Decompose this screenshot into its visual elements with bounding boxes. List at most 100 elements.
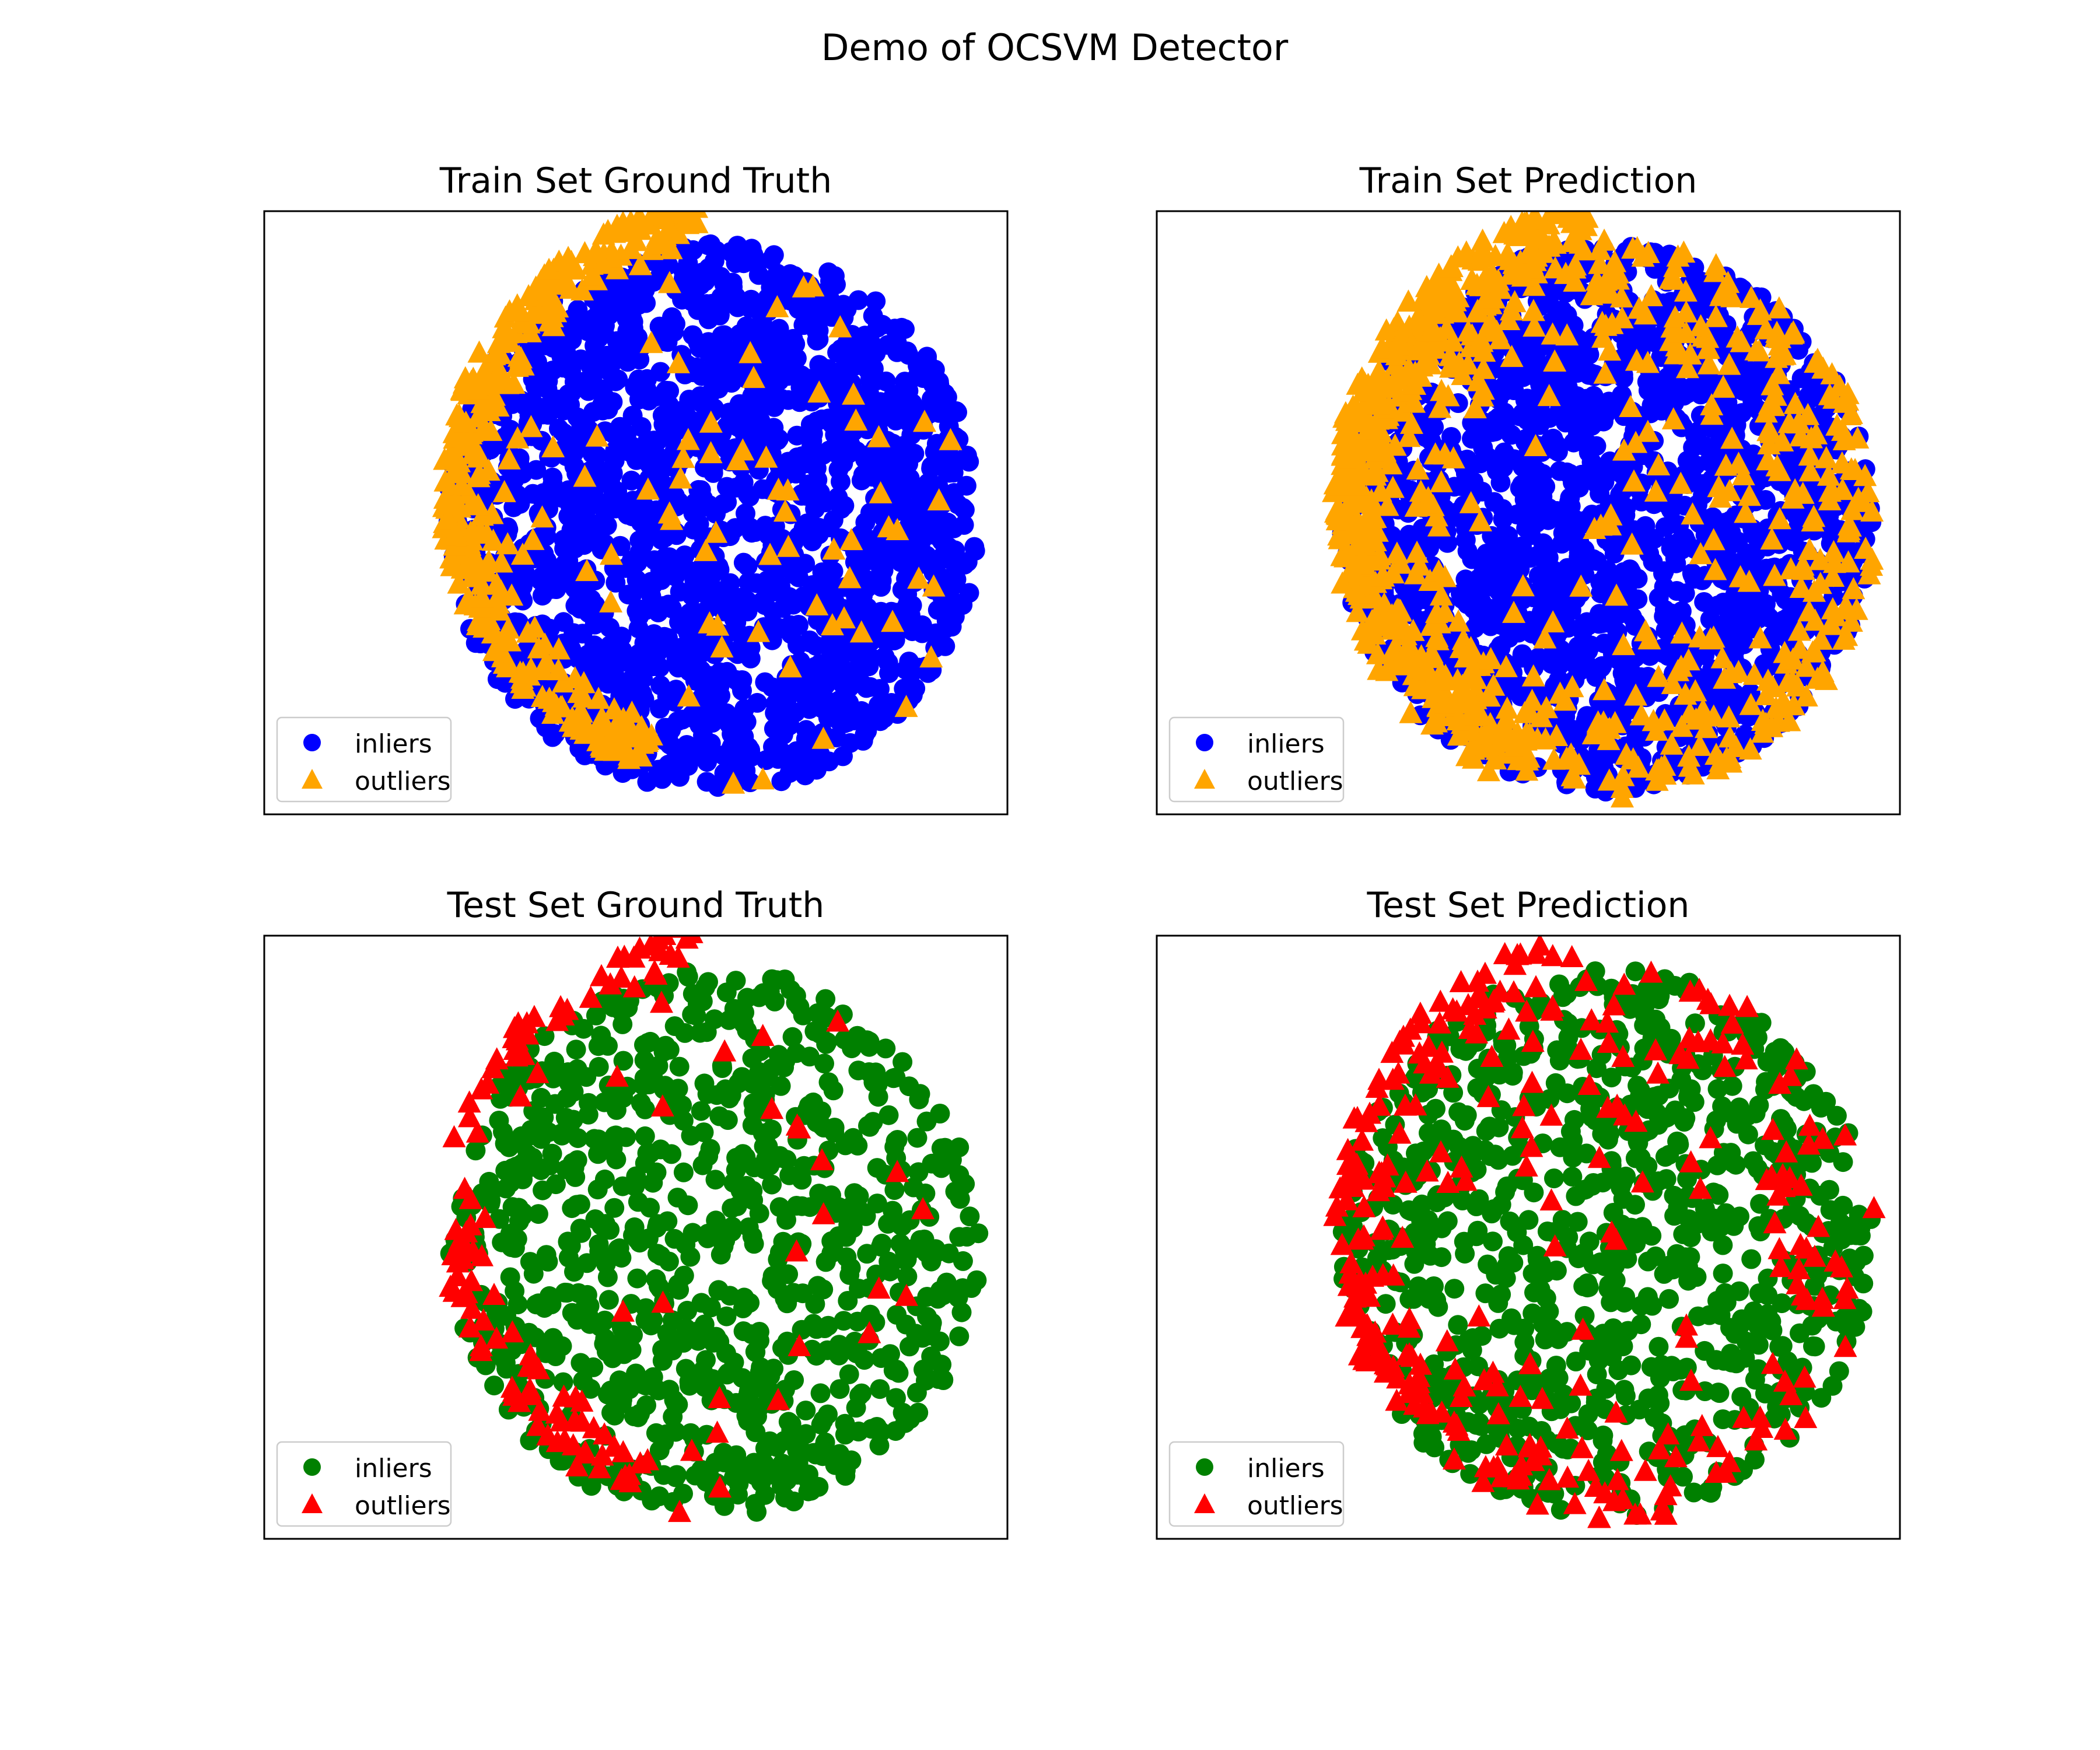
outlier-point [1644,479,1668,502]
outlier-point [1665,320,1689,343]
outlier-point [1554,261,1578,284]
outlier-point [1399,651,1423,674]
inlier-point [648,600,668,621]
outlier-point [1726,325,1749,348]
outlier-point [575,559,599,582]
outlier-point [1611,764,1635,786]
inlier-point [860,372,881,392]
outlier-point [1502,600,1526,623]
inlier-point [1707,439,1727,459]
outlier-point [1475,734,1499,757]
outlier-point [1483,747,1507,770]
inlier-point [807,411,827,432]
outlier-point [1367,359,1391,382]
outlier-point [547,658,570,681]
outlier-point [1860,499,1884,522]
outlier-point [1511,574,1535,597]
outlier-point [1419,319,1443,342]
outlier-point [1756,448,1780,471]
outlier-point [1681,502,1704,525]
inlier-point [1484,492,1504,512]
inlier-point [779,763,800,783]
inlier-point [797,587,817,608]
outlier-point [461,489,485,512]
outlier-point [1399,411,1423,434]
inlier-point [716,439,736,459]
inlier-point [659,403,679,423]
inlier-point [1504,555,1524,575]
inlier-point [926,623,946,643]
inlier-point [1684,569,1704,589]
outlier-point [1584,278,1608,301]
inlier-point [796,688,816,708]
inlier-point [779,678,800,698]
inlier-point [604,663,624,684]
inlier-point [860,503,880,523]
inlier-point [902,393,922,414]
outlier-point [1840,498,1864,520]
outlier-point [573,464,597,487]
outlier-point [659,237,683,260]
outlier-point [1469,509,1492,531]
outlier-point [1441,446,1465,468]
outlier-point [1441,329,1465,352]
inlier-point [898,372,919,393]
outlier-point [547,637,570,660]
outlier-point [1371,564,1395,587]
outlier-point [443,491,467,514]
outlier-point [1744,338,1768,360]
inlier-point [1490,473,1511,493]
inlier-point [533,404,553,425]
inlier-point [834,713,855,733]
outlier-point [1696,337,1720,359]
outlier-point [1712,375,1735,398]
outlier-point [1380,603,1404,626]
inlier-point [680,707,701,727]
outlier-point [1633,302,1657,325]
outlier-point [919,645,943,668]
outlier-point [1336,424,1360,446]
outlier-point [1366,392,1390,415]
inlier-point [1455,463,1476,484]
inlier-point [1531,582,1552,601]
inlier-point [714,274,734,295]
outlier-point [1597,768,1621,791]
inlier-point [713,494,733,514]
inlier-point [600,617,620,638]
inlier-point [944,518,964,538]
inlier-point [1455,530,1476,550]
outlier-point [608,718,632,741]
inlier-point [1658,646,1678,666]
outlier-point [1356,373,1380,396]
inlier-point [634,633,654,653]
outlier-point [1777,709,1801,732]
outlier-point [495,627,519,650]
outlier-point [1406,304,1430,327]
inlier-point [859,444,880,465]
outlier-point [1669,654,1693,677]
legend-label-inliers: inliers [355,729,432,759]
outlier-point [1665,334,1689,356]
inlier-point [720,372,740,392]
outlier-point [619,237,643,260]
inlier-point [872,473,892,493]
outlier-point [1619,395,1643,417]
outlier-point [1598,338,1622,361]
inlier-point [621,651,641,671]
inlier-point [1614,659,1634,679]
outlier-point [1768,459,1791,481]
outlier-point [822,537,846,560]
inlier-point [1612,385,1632,405]
inlier-point [876,1038,896,1059]
outlier-point [1696,326,1720,348]
outlier-point [668,466,692,489]
outlier-point [1361,492,1385,514]
inlier-point [708,775,728,795]
inlier-point [684,570,705,590]
outlier-point [1346,400,1370,423]
inlier-point [1514,489,1535,510]
inlier-point [1720,510,1741,531]
outlier-point [1401,618,1425,641]
inlier-point [818,670,838,691]
outlier-point [1670,621,1694,644]
